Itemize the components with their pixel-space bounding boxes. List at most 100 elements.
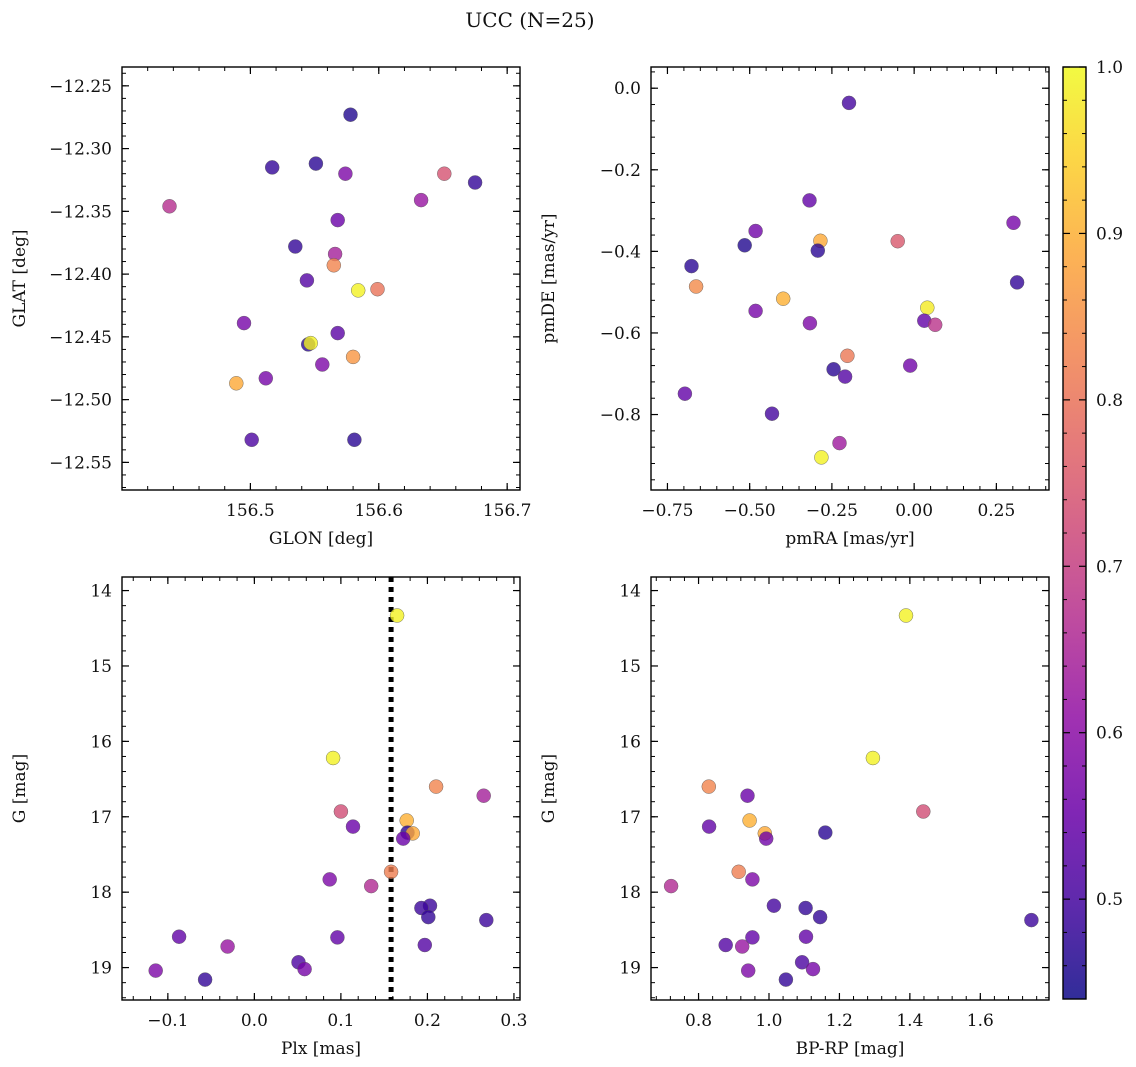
axes-frame xyxy=(650,66,1050,491)
scatter-point xyxy=(1024,912,1039,928)
scatter-point xyxy=(351,283,366,298)
scatter-point xyxy=(741,963,756,978)
axes-frame xyxy=(650,576,1050,1001)
scatter-point xyxy=(326,258,341,273)
scatter-point xyxy=(735,939,750,954)
x-tick-label: 1.4 xyxy=(896,1011,923,1031)
scatter-point xyxy=(1009,275,1025,290)
scatter-point xyxy=(399,813,414,828)
scatter-point xyxy=(826,362,841,377)
x-tick-label: −0.25 xyxy=(806,501,858,521)
scatter-point xyxy=(417,937,432,953)
scatter-point xyxy=(396,831,411,846)
y-tick-label: 17 xyxy=(619,808,641,828)
scatter-point xyxy=(766,898,782,913)
colorbar-tick-label: 0.5 xyxy=(1096,890,1123,910)
y-axis-label: GLAT [deg] xyxy=(10,229,30,327)
y-tick-label: 16 xyxy=(90,732,112,752)
scatter-point xyxy=(333,804,349,819)
y-tick-label: −0.2 xyxy=(600,161,641,181)
y-tick-label: 19 xyxy=(619,959,641,979)
colorbar-tick-label: 0.8 xyxy=(1096,391,1123,411)
scatter-point xyxy=(383,864,399,879)
x-tick-label: 0.3 xyxy=(500,1011,527,1031)
y-tick-label: −12.55 xyxy=(49,453,112,473)
scatter-point xyxy=(364,878,379,894)
axes-frame xyxy=(121,576,521,1001)
scatter-point xyxy=(798,900,813,916)
scatter-point xyxy=(663,878,679,894)
scatter-point xyxy=(265,160,280,175)
scatter-point xyxy=(832,435,847,451)
scatter-point xyxy=(330,212,345,228)
y-tick-label: 18 xyxy=(619,883,641,903)
scatter-point xyxy=(325,750,341,766)
scatter-point xyxy=(684,258,699,274)
scatter-point xyxy=(903,358,918,373)
scatter-point xyxy=(677,386,693,401)
scatter-point xyxy=(428,779,444,794)
scatter-point xyxy=(916,804,931,819)
scatter-point xyxy=(776,291,791,306)
x-tick-label: 1.0 xyxy=(755,1011,782,1031)
panel-glon-glat: 156.5 156.6 156.7 −12.25 −12.30 −12.35 −12.40 −… xyxy=(10,66,532,549)
scatter-point xyxy=(814,450,829,465)
y-axis-label: pmDE [mas/yr] xyxy=(539,213,559,343)
scatter-point xyxy=(345,349,361,365)
scatter-point xyxy=(802,193,817,208)
scatter-point xyxy=(718,937,733,953)
scatter-point xyxy=(330,325,345,341)
x-tick-label: −0.1 xyxy=(147,1011,188,1031)
scatter-point xyxy=(347,432,362,447)
x-tick-label: 0.2 xyxy=(414,1011,441,1031)
x-axis-label: BP-RP [mag] xyxy=(796,1039,905,1059)
y-axis-label: G [mag] xyxy=(539,754,559,823)
x-tick-label: 156.7 xyxy=(483,501,532,521)
y-tick-label: −12.45 xyxy=(49,328,112,348)
scatter-point xyxy=(467,175,483,190)
panels: 156.5 156.6 156.7 −12.25 −12.30 −12.35 −12.40 −… xyxy=(10,66,1050,1059)
colorbar-ticks: 0.5 0.6 0.7 0.8 0.9 1.0 xyxy=(1063,58,1123,967)
colorbar-tick-label: 0.6 xyxy=(1096,724,1123,744)
colorbar: 0.5 0.6 0.7 0.8 0.9 1.0 xyxy=(1062,58,1123,1000)
y-tick-label: 14 xyxy=(619,582,641,602)
scatter-point xyxy=(701,819,717,834)
scatter-point xyxy=(229,376,244,391)
scatter-point xyxy=(345,819,361,834)
y-tick-label: −0.8 xyxy=(600,406,641,426)
colorbar-tick-label: 1.0 xyxy=(1096,58,1123,78)
y-tick-label: 14 xyxy=(90,582,112,602)
x-tick-label: 1.2 xyxy=(826,1011,853,1031)
scatter-point xyxy=(688,279,704,294)
scatter-point xyxy=(745,872,760,887)
scatter-point xyxy=(840,348,855,363)
x-tick-label: 0.8 xyxy=(685,1011,712,1031)
scatter-point xyxy=(740,788,755,803)
x-tick-label: 0.0 xyxy=(241,1011,268,1031)
y-tick-label: −12.40 xyxy=(49,265,112,285)
scatter-point xyxy=(297,961,312,977)
scatter-point xyxy=(370,282,385,297)
scatter-point xyxy=(343,107,358,122)
x-tick-label: 0.25 xyxy=(977,501,1015,521)
x-tick-label: −0.75 xyxy=(641,501,693,521)
scatter-point xyxy=(330,930,345,945)
y-tick-label: 16 xyxy=(619,732,641,752)
y-tick-label: 15 xyxy=(619,657,641,677)
scatter-point xyxy=(413,192,429,208)
scatter-point xyxy=(837,369,853,384)
axes-frame xyxy=(121,66,521,491)
scatter-point xyxy=(288,239,303,254)
scatter-point xyxy=(798,929,814,944)
scatter-point xyxy=(802,316,818,331)
scatter-point xyxy=(244,432,259,447)
y-tick-label: −12.50 xyxy=(49,391,112,411)
x-tick-label: 1.6 xyxy=(967,1011,994,1031)
x-tick-label: 0.1 xyxy=(327,1011,354,1031)
scatter-point xyxy=(898,608,914,623)
y-tick-label: 17 xyxy=(90,808,112,828)
scatter-point xyxy=(197,972,213,987)
scatter-point xyxy=(731,864,746,879)
scatter-point xyxy=(920,300,935,315)
panel-plx-g: −0.1 0.0 0.1 0.2 0.3 14 15 16 17 18 19 Plx [mas] G [… xyxy=(10,576,527,1059)
